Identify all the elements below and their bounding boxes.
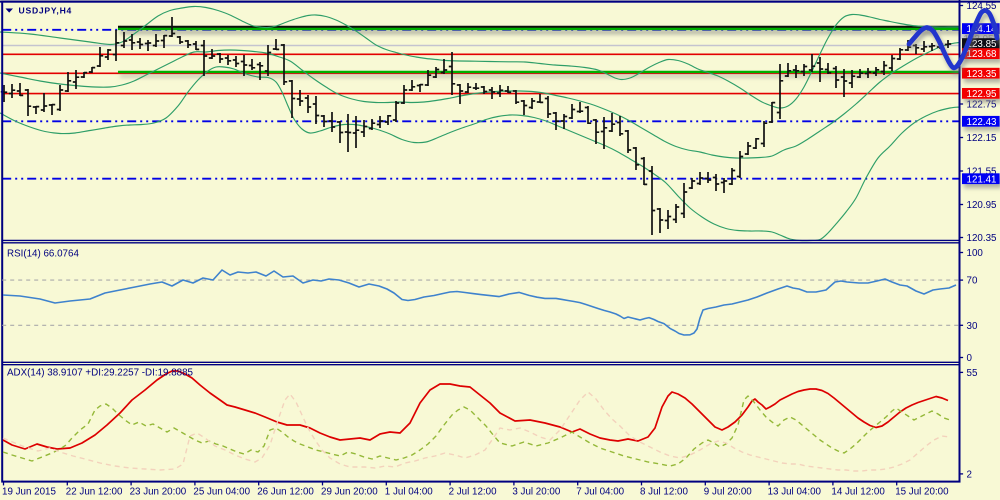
svg-text:1 Jul 04:00: 1 Jul 04:00 [385, 487, 433, 498]
svg-text:123.68: 123.68 [967, 49, 998, 60]
svg-text:30: 30 [967, 321, 978, 332]
svg-text:70: 70 [967, 276, 978, 287]
svg-text:122.75: 122.75 [967, 100, 998, 111]
svg-text:8 Jul 12:00: 8 Jul 12:00 [640, 487, 688, 498]
svg-text:29 Jun 20:00: 29 Jun 20:00 [321, 487, 378, 498]
svg-text:121.55: 121.55 [967, 167, 998, 178]
svg-text:14 Jul 12:00: 14 Jul 12:00 [831, 487, 885, 498]
svg-text:124.14: 124.14 [967, 24, 998, 35]
svg-text:15 Jul 20:00: 15 Jul 20:00 [895, 487, 949, 498]
svg-text:19 Jun 2015: 19 Jun 2015 [2, 487, 56, 498]
svg-text:2: 2 [967, 469, 972, 480]
svg-text:123.95: 123.95 [964, 34, 995, 45]
svg-text:123.85: 123.85 [967, 39, 998, 50]
svg-text:26 Jun 12:00: 26 Jun 12:00 [257, 487, 314, 498]
svg-text:25 Jun 04:00: 25 Jun 04:00 [193, 487, 250, 498]
svg-text:9 Jul 20:00: 9 Jul 20:00 [704, 487, 752, 498]
svg-text:124.55: 124.55 [967, 1, 998, 12]
svg-text:100: 100 [967, 248, 984, 259]
svg-text:22 Jun 12:00: 22 Jun 12:00 [66, 487, 123, 498]
svg-text:122.95: 122.95 [967, 89, 998, 100]
svg-text:13 Jul 04:00: 13 Jul 04:00 [768, 487, 822, 498]
svg-text:120.35: 120.35 [967, 233, 998, 244]
svg-text:121.41: 121.41 [967, 174, 997, 185]
svg-text:7 Jul 04:00: 7 Jul 04:00 [576, 487, 624, 498]
svg-text:23 Jun 20:00: 23 Jun 20:00 [130, 487, 187, 498]
svg-text:0: 0 [967, 353, 973, 364]
svg-text:122.43: 122.43 [967, 117, 998, 128]
svg-text:120.95: 120.95 [967, 200, 998, 211]
svg-text:122.15: 122.15 [967, 133, 998, 144]
svg-text:USDJPY,H4: USDJPY,H4 [19, 6, 73, 16]
svg-text:2 Jul 12:00: 2 Jul 12:00 [449, 487, 497, 498]
svg-text:RSI(14) 66.0764: RSI(14) 66.0764 [7, 249, 79, 260]
svg-text:55: 55 [967, 368, 978, 379]
svg-text:3 Jul 20:00: 3 Jul 20:00 [512, 487, 560, 498]
svg-text:123.35: 123.35 [967, 69, 998, 80]
svg-text:ADX(14) 38.9107 +DI:29.2257 -D: ADX(14) 38.9107 +DI:29.2257 -DI:19.8885 [7, 367, 194, 378]
